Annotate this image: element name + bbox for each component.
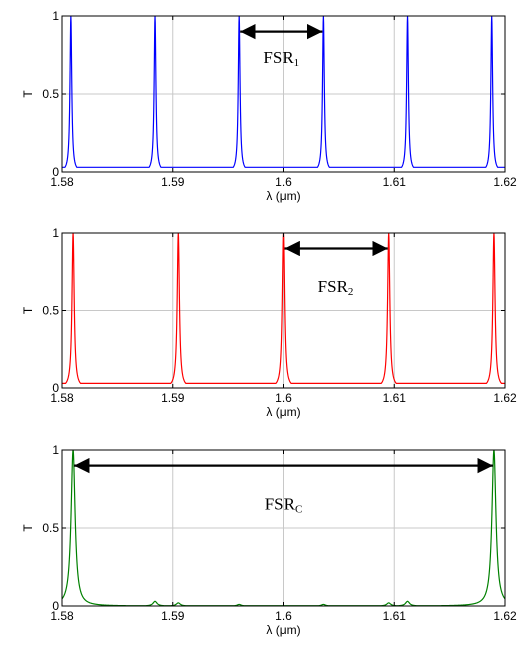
chart-panel-1: 1.58 1.59 1.6 1.61 1.62 0 0.5 1 λ (μm) T FSR1 bbox=[21, 9, 517, 203]
x-tick-label: 1.58 bbox=[50, 391, 74, 405]
y-tick-label: 0 bbox=[52, 599, 59, 613]
y-tick-label: 0 bbox=[52, 381, 59, 395]
fsr-label: FSR1 bbox=[263, 48, 299, 69]
x-axis-label: λ (μm) bbox=[266, 189, 300, 203]
x-tick-label: 1.61 bbox=[383, 391, 407, 405]
y-tick-label: 0.5 bbox=[42, 87, 59, 101]
series-line-1 bbox=[62, 15, 505, 168]
y-tick-label: 1 bbox=[52, 226, 59, 240]
x-tick-label: 1.58 bbox=[50, 175, 74, 189]
x-tick-label: 1.61 bbox=[383, 609, 407, 623]
fsr-label: FSRC bbox=[265, 494, 303, 515]
y-axis-label: T bbox=[21, 524, 35, 532]
x-tick-label: 1.61 bbox=[383, 175, 407, 189]
x-axis-label: λ (μm) bbox=[266, 623, 300, 637]
x-tick-label: 1.6 bbox=[275, 175, 292, 189]
x-tick-label: 1.59 bbox=[161, 609, 185, 623]
y-axis-label: T bbox=[21, 306, 35, 314]
y-tick-label: 0 bbox=[52, 165, 59, 179]
y-tick-label: 1 bbox=[52, 9, 59, 23]
y-tick-label: 0.5 bbox=[42, 304, 59, 318]
x-tick-label: 1.62 bbox=[493, 175, 517, 189]
x-tick-label: 1.6 bbox=[275, 391, 292, 405]
y-axis-label: T bbox=[21, 90, 35, 98]
x-tick-label: 1.62 bbox=[493, 609, 517, 623]
fsr-label: FSR2 bbox=[318, 277, 354, 298]
x-tick-label: 1.6 bbox=[275, 609, 292, 623]
chart-panel-3: 1.58 1.59 1.6 1.61 1.62 0 0.5 1 λ (μm) T FSRC bbox=[21, 443, 517, 637]
x-tick-label: 1.58 bbox=[50, 609, 74, 623]
y-tick-label: 0.5 bbox=[42, 521, 59, 535]
chart-panel-2: 1.58 1.59 1.6 1.61 1.62 0 0.5 1 λ (μm) T FSR2 bbox=[21, 226, 517, 419]
y-tick-label: 1 bbox=[52, 443, 59, 457]
x-axis-label: λ (μm) bbox=[266, 405, 300, 419]
x-tick-label: 1.59 bbox=[161, 391, 185, 405]
x-tick-label: 1.59 bbox=[161, 175, 185, 189]
x-tick-label: 1.62 bbox=[493, 391, 517, 405]
